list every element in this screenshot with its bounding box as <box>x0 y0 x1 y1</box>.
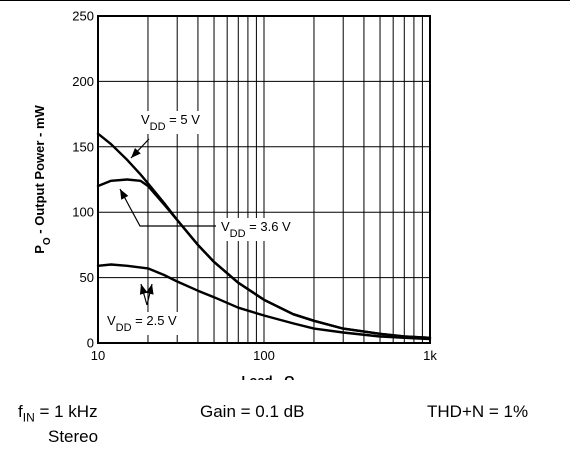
input-frequency-condition: fIN = 1 kHz <box>18 402 98 425</box>
tick-labels: 0 50 100 150 200 250 10 100 1k <box>72 9 437 364</box>
x-tick-label: 10 <box>91 348 105 363</box>
x-tick-label: 1k <box>423 348 437 363</box>
gain-condition: Gain = 0.1 dB <box>200 402 305 421</box>
top-rule <box>0 0 570 1</box>
stereo-mode-label: Stereo <box>48 427 99 446</box>
curve-vdd-3-6v <box>96 178 432 339</box>
output-power-vs-load-chart: VDD = 5 V VDD = 3.6 V VDD = 2.5 V 0 50 100 15… <box>32 9 437 381</box>
curve-vdd-2-5v <box>96 263 432 341</box>
y-axis-label: PO - Output Power - mW <box>32 104 53 253</box>
curves <box>96 132 432 341</box>
thd-condition: THD+N = 1% <box>427 402 529 421</box>
y-tick-label: 250 <box>72 9 94 24</box>
leader-line <box>119 188 216 227</box>
y-tick-label: 150 <box>72 139 94 154</box>
y-tick-label: 200 <box>72 74 94 89</box>
series-label-vdd-5v: VDD = 5 V <box>141 112 200 133</box>
arrowhead <box>139 284 148 295</box>
arrowhead <box>120 189 129 200</box>
y-tick-label: 50 <box>80 270 94 285</box>
x-tick-label: 100 <box>253 348 275 363</box>
series-label-vdd-2-5v: VDD = 2.5 V <box>107 313 177 334</box>
arrowhead <box>145 284 154 295</box>
y-tick-label: 0 <box>87 336 94 351</box>
y-tick-label: 100 <box>72 205 94 220</box>
x-axis-label: Load - Ω <box>241 373 294 380</box>
series-label-vdd-3-6v: VDD = 3.6 V <box>221 219 291 240</box>
arrowhead <box>131 147 141 158</box>
grid <box>97 15 431 344</box>
annotations: VDD = 5 V VDD = 3.6 V VDD = 2.5 V <box>105 111 294 335</box>
plot-frame <box>97 15 431 344</box>
